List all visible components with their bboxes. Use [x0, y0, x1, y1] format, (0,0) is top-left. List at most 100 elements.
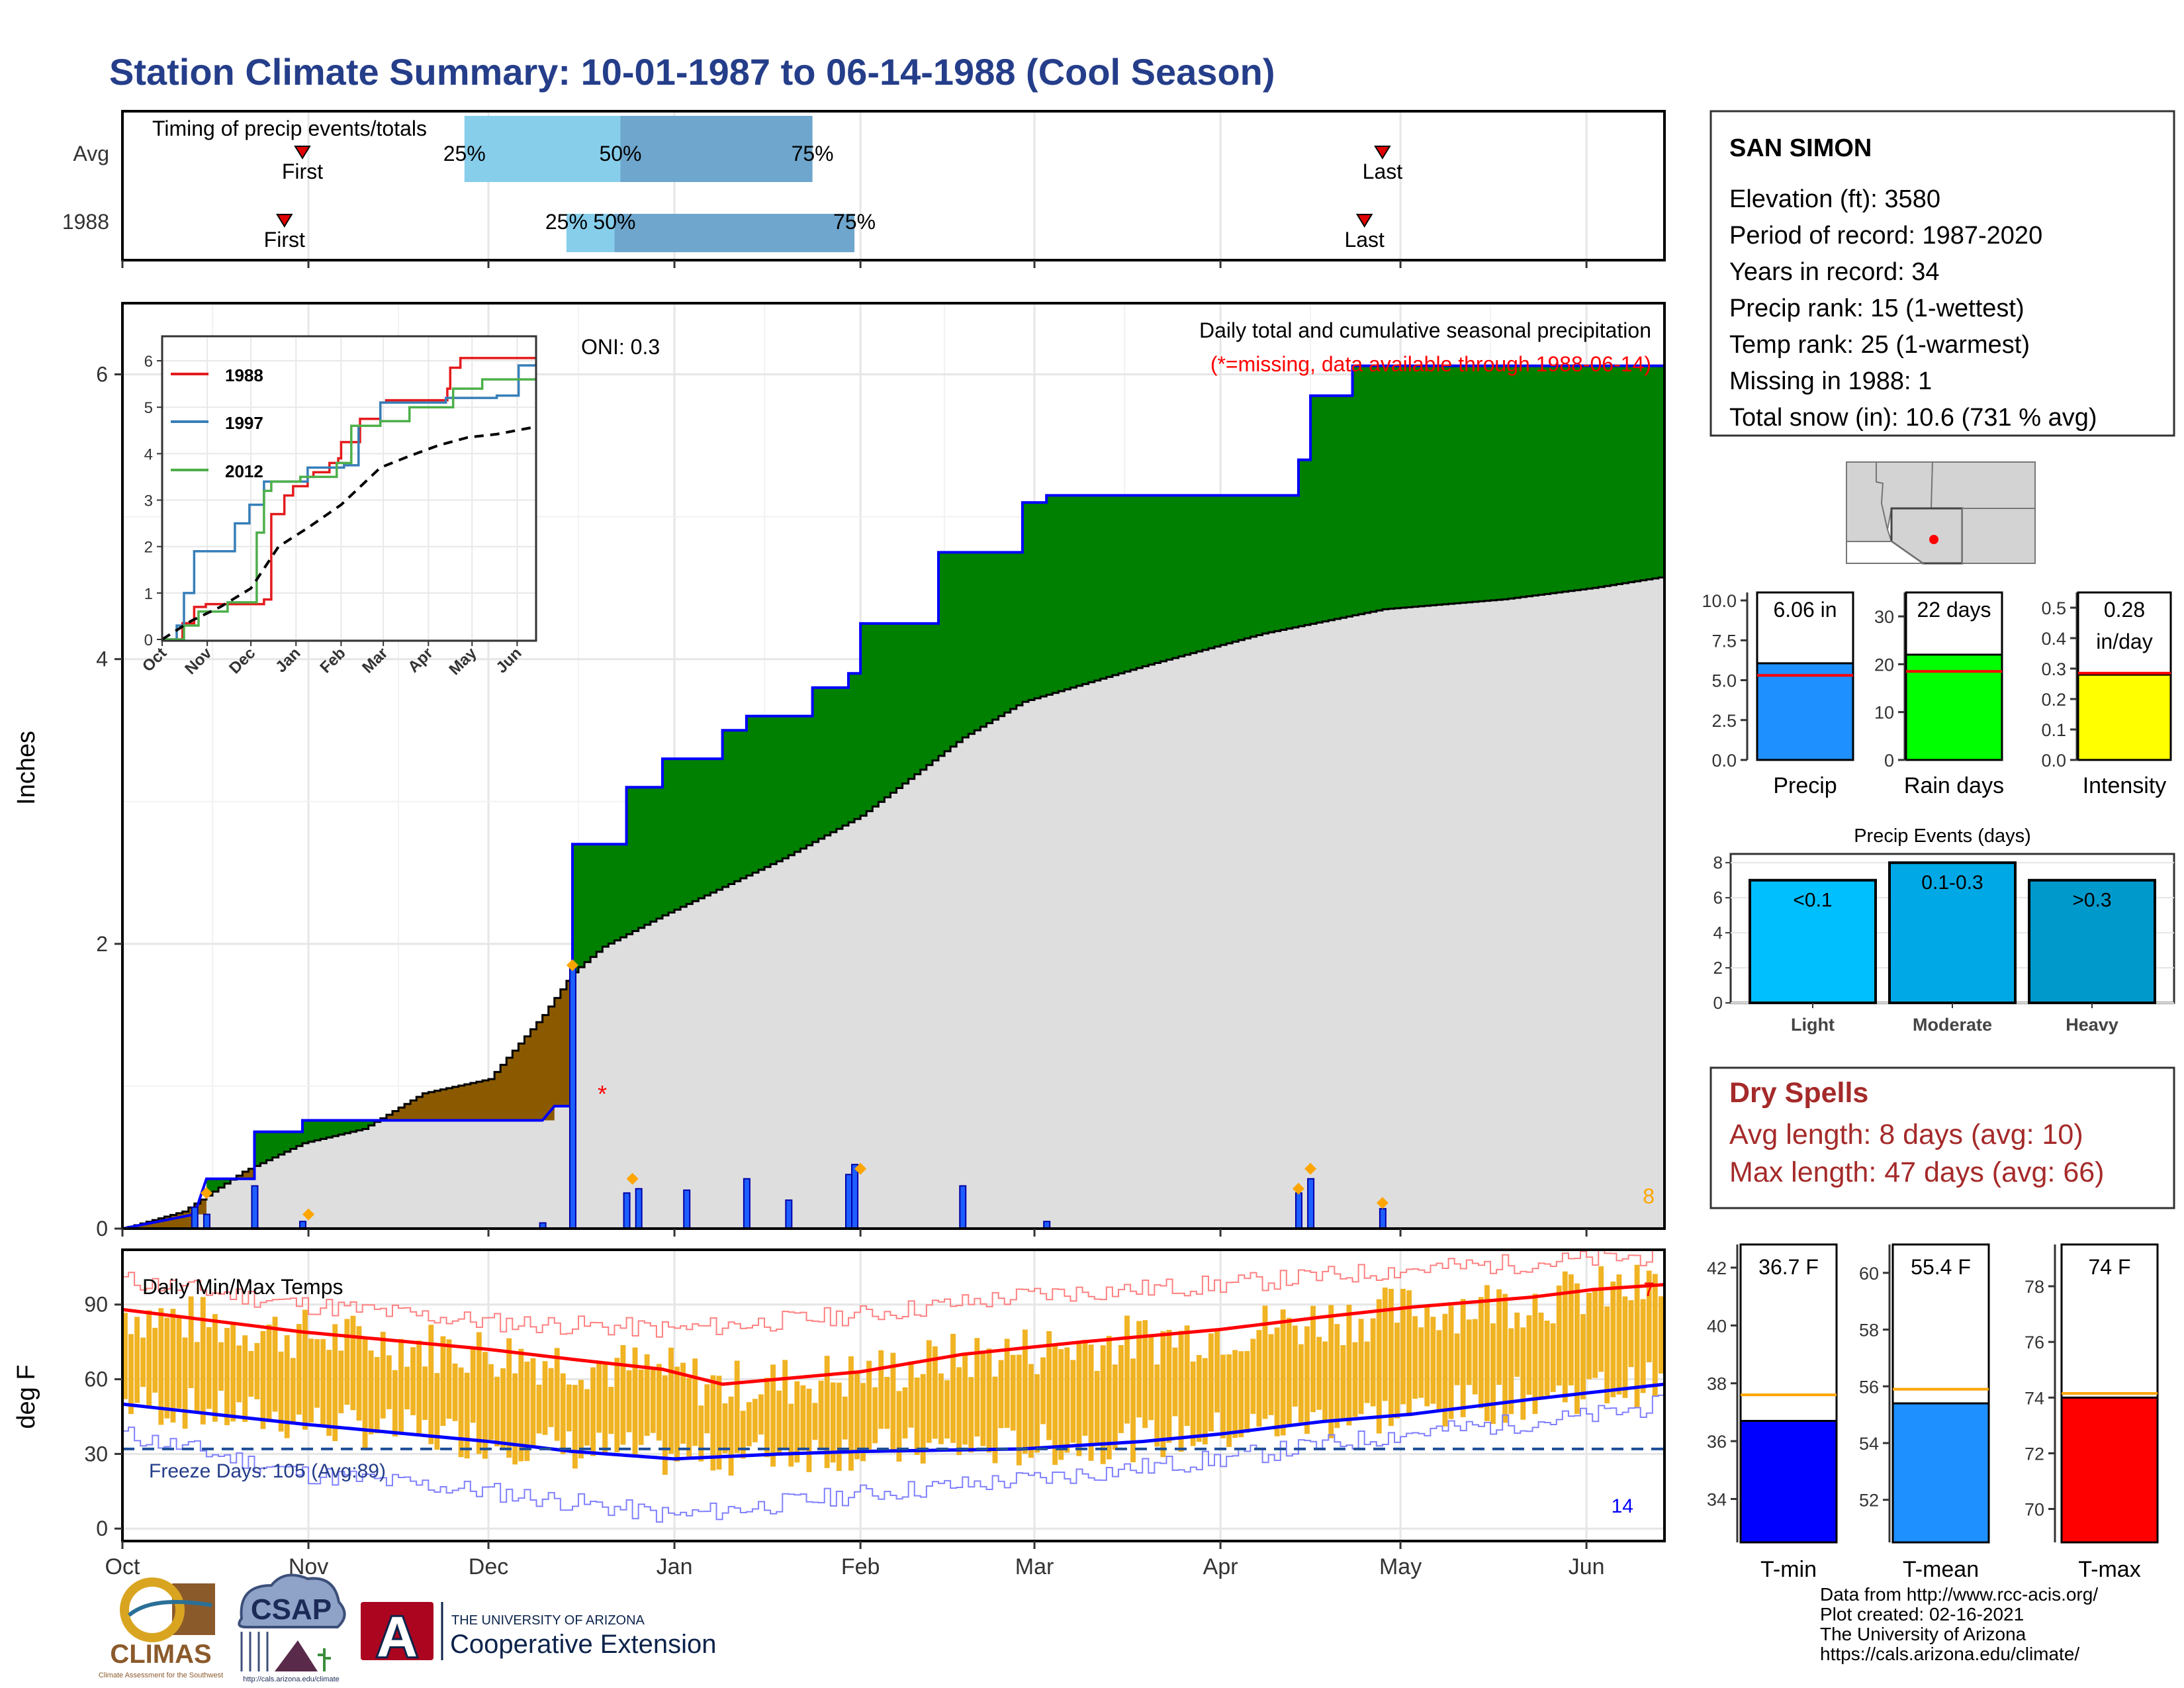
daily-precip-bar	[851, 1164, 859, 1229]
record-max-line	[122, 1250, 1653, 1338]
temp-daily-bar	[290, 1358, 296, 1425]
temp-daily-bar	[1334, 1324, 1340, 1429]
temp-daily-bar	[650, 1368, 656, 1433]
temp-daily-bar	[584, 1389, 590, 1446]
surplus-area-segment	[326, 1120, 333, 1138]
temp-daily-bar	[1160, 1331, 1166, 1458]
surplus-area-segment	[254, 1131, 261, 1166]
inset-legend-2012: 2012	[225, 461, 263, 481]
events-tick-label: 8	[1713, 853, 1723, 872]
surplus-area-segment	[944, 552, 951, 751]
temp-daily-bar	[848, 1356, 854, 1471]
temp-daily-bar	[482, 1352, 488, 1459]
temp-daily-bar	[464, 1372, 470, 1459]
surplus-area-segment	[1190, 495, 1197, 653]
temp-daily-bar	[860, 1383, 866, 1462]
csap-wordmark: CSAP	[251, 1593, 332, 1626]
temp-daily-bar	[656, 1364, 662, 1441]
surplus-area-segment	[1106, 495, 1113, 677]
surplus-area-segment	[890, 623, 897, 793]
temp-daily-bar	[1124, 1315, 1130, 1424]
temp-daily-bar	[1340, 1345, 1346, 1421]
surplus-area-segment	[782, 716, 789, 859]
temp-top-count: 7	[1643, 1279, 1655, 1301]
surplus-area-segment	[722, 730, 729, 887]
surplus-area-segment	[1286, 495, 1293, 629]
deficit-area-segment	[416, 1097, 423, 1121]
timing-bar-50-75	[620, 116, 813, 182]
timing-first-label: First	[282, 160, 323, 183]
temp-daily-bar	[332, 1324, 338, 1442]
month-label-Mar: Mar	[1015, 1554, 1054, 1579]
surplus-area-segment	[1424, 365, 1432, 606]
climas-logo-block	[172, 1583, 215, 1635]
daily-precip-bar	[785, 1199, 793, 1229]
temp-daily-bar	[140, 1337, 146, 1387]
temp-daily-bar	[1262, 1305, 1268, 1419]
deficit-area-segment	[494, 1072, 501, 1121]
station-line: Missing in 1988: 1	[1729, 367, 1932, 395]
tmax-tick-label: 70	[2025, 1500, 2044, 1520]
ua-logo: A THE UNIVERSITY OF ARIZONA Cooperative …	[361, 1602, 716, 1671]
precip-y-ticks: 0 2 4 6	[96, 363, 122, 1241]
events-tick-label: 2	[1713, 958, 1723, 978]
temp-daily-bar	[1010, 1354, 1016, 1431]
surplus-area-segment	[1082, 495, 1089, 684]
surplus-area-segment	[734, 730, 741, 882]
timing-label: Timing of precip events/totals	[152, 117, 427, 140]
temp-daily-bar	[1382, 1288, 1388, 1401]
temp-daily-bar	[1280, 1309, 1286, 1436]
surplus-area-segment	[770, 716, 777, 865]
temp-daily-bar	[230, 1323, 236, 1422]
temp-daily-bar	[512, 1373, 518, 1465]
surplus-area-segment	[1118, 495, 1125, 674]
month-label-Dec: Dec	[469, 1554, 508, 1579]
surplus-area-segment	[1502, 365, 1509, 600]
temp-daily-bar	[1454, 1333, 1460, 1385]
surplus-area-segment	[1514, 365, 1522, 598]
temp-daily-bar	[254, 1342, 260, 1399]
deficit-area-segment	[446, 1088, 453, 1121]
temp-daily-bar	[308, 1338, 314, 1423]
temp-daily-bar	[284, 1335, 290, 1438]
surplus-area-segment	[1334, 395, 1342, 620]
temp-x-ticks: Oct Nov Dec Jan Feb Mar Apr May Jun	[105, 1541, 1605, 1579]
surplus-area-segment	[302, 1120, 309, 1143]
surplus-area-segment	[740, 730, 747, 878]
surplus-area-segment	[1544, 365, 1551, 594]
avg-precip-marker	[1376, 1197, 1388, 1209]
oni-label: ONI: 0.3	[581, 335, 660, 359]
temp-daily-bar	[452, 1363, 458, 1421]
surplus-area-segment	[872, 623, 879, 807]
temp-daily-bar	[704, 1384, 710, 1434]
surplus-area-segment	[320, 1120, 327, 1139]
surplus-area-segment	[1232, 495, 1239, 642]
temp-daily-bar	[620, 1345, 626, 1445]
rain_days-tick-label: 10	[1874, 703, 1894, 723]
temp-daily-bar	[326, 1350, 332, 1436]
csap-cactus-icon	[318, 1648, 331, 1671]
temp-daily-bar	[1550, 1323, 1556, 1392]
temp-daily-bar	[596, 1362, 602, 1433]
surplus-area-segment	[1160, 495, 1167, 662]
temp-daily-bar	[368, 1350, 374, 1434]
inset-x-tick-label: Jun	[492, 644, 525, 677]
rain_days-label: Rain days	[1904, 773, 2004, 798]
temp-daily-bar	[428, 1325, 434, 1444]
surplus-area-segment	[1616, 365, 1623, 585]
temp-daily-bar	[1208, 1333, 1214, 1432]
temp-daily-bar	[626, 1370, 632, 1432]
surplus-area-segment	[704, 759, 711, 896]
surplus-area-segment	[1646, 365, 1653, 580]
intensity-value-bar	[2077, 673, 2172, 761]
csap-rain-icon	[240, 1632, 269, 1671]
normal-cumulative-area	[122, 576, 1664, 1229]
temp-daily-bar	[1460, 1299, 1466, 1417]
precip-y-tick-label: 2	[96, 932, 108, 956]
tmin-tick-label: 38	[1707, 1374, 1727, 1394]
temp-daily-bar	[884, 1376, 890, 1429]
temp-daily-bar	[890, 1352, 896, 1453]
surplus-area-segment	[1622, 365, 1629, 583]
temp-daily-bar	[1184, 1325, 1190, 1427]
